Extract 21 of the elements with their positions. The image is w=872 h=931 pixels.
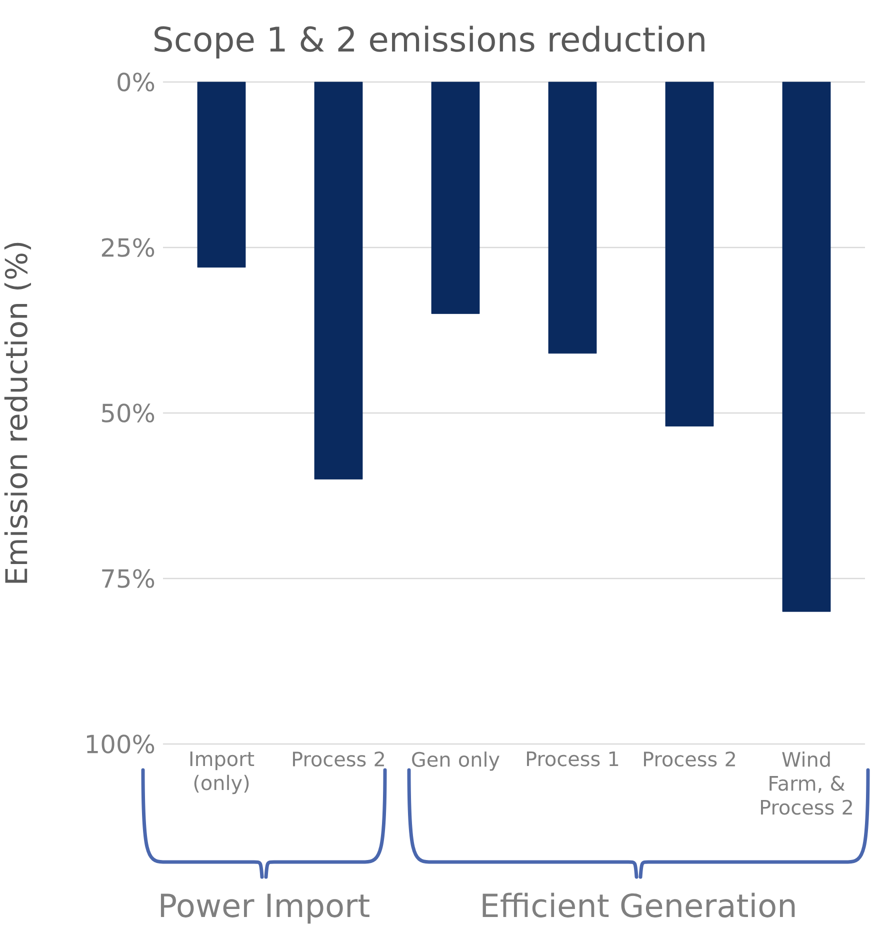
x-tick-label: Wind Farm, & Process 2	[761, 752, 852, 815]
text: Power Import	[160, 894, 370, 924]
y-tick-label: 75%	[102, 569, 154, 588]
bar	[431, 82, 480, 314]
bar	[665, 82, 714, 426]
chart-title: Scope 1 & 2 emissions reduction	[154, 26, 704, 58]
y-axis-title: Emission reduction (%)	[4, 242, 32, 583]
y-tick-label: 0%	[118, 72, 154, 92]
y-tick-label: 50%	[102, 404, 154, 422]
y-tick-label: 100%	[87, 734, 154, 754]
x-tick-label: Process 1	[527, 752, 618, 766]
x-tick-label: Process 2	[293, 752, 384, 767]
x-tick-label: Gen only	[412, 752, 500, 771]
bar	[782, 82, 831, 612]
text: Efficient Generation	[482, 892, 795, 918]
bar	[548, 82, 597, 354]
bar	[197, 82, 246, 268]
x-tick-label: Import (only)	[190, 752, 254, 794]
y-tick-label: 25%	[102, 238, 154, 257]
bar	[314, 82, 363, 480]
x-tick-label: Process 2	[644, 752, 735, 767]
